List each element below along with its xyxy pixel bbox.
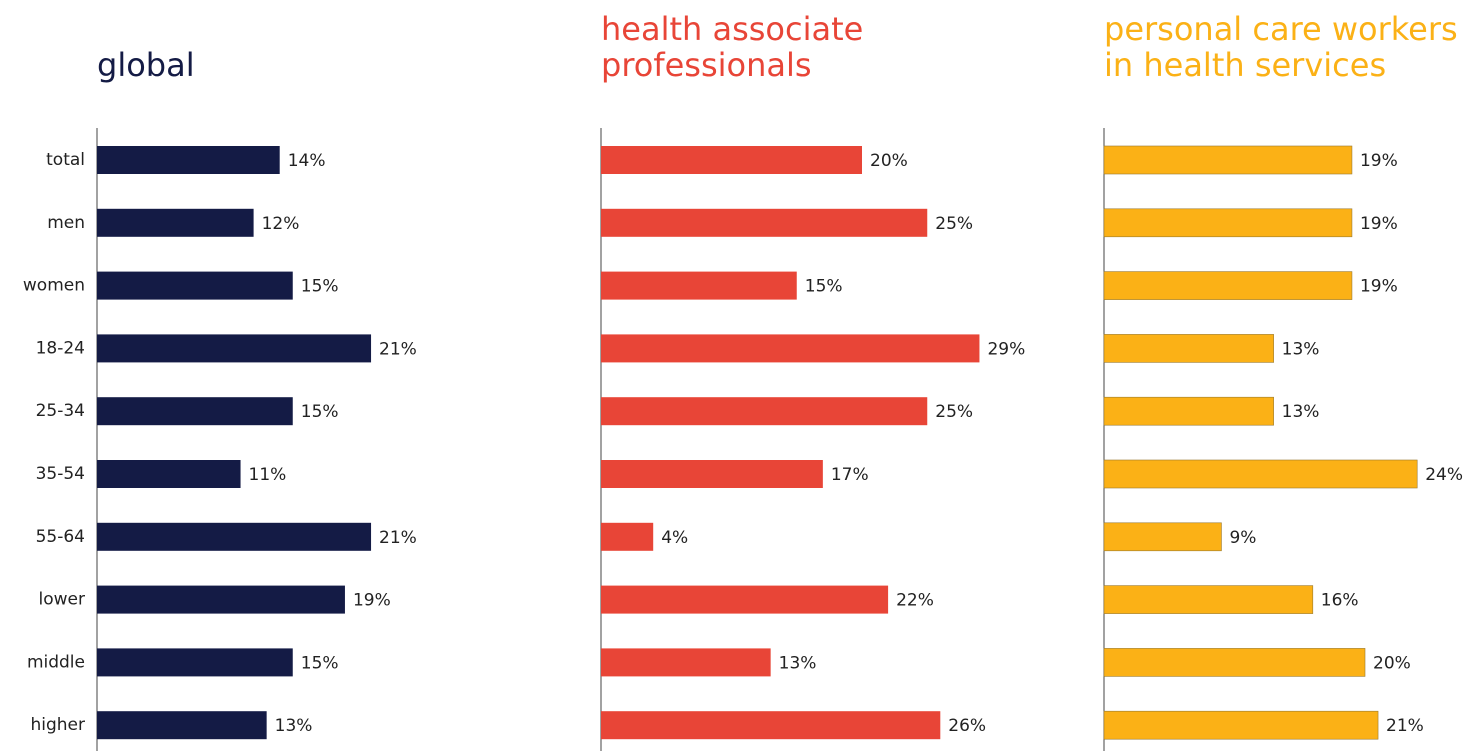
value-label: 25% [935,402,973,422]
value-label: 20% [1373,653,1411,673]
bar [1103,710,1379,740]
bar [601,460,823,488]
value-label: 25% [935,214,973,234]
category-label: higher [30,715,85,735]
bar [1103,459,1418,489]
bar [1103,208,1353,238]
bar [97,648,293,677]
bar [97,146,280,174]
bar [1103,648,1366,677]
category-label: men [47,213,85,233]
bar [1103,334,1274,363]
value-label: 22% [896,591,934,611]
value-label: 24% [1425,465,1463,485]
bar [97,522,372,551]
value-label: 19% [1360,277,1398,297]
chart-title: professionals [601,46,812,84]
value-label: 19% [353,591,391,611]
bar [97,208,254,237]
bar [601,271,797,300]
bar [1103,271,1353,300]
bar [601,522,654,551]
bar [1103,585,1314,614]
value-label: 15% [301,277,339,297]
value-label: 13% [779,653,817,673]
value-label: 9% [1229,528,1256,548]
value-label: 21% [379,528,417,548]
value-label: 26% [948,716,986,736]
category-label: 35-54 [36,464,85,484]
category-label: middle [27,652,85,672]
category-label: total [46,150,85,170]
chart-title: personal care workers [1104,10,1458,48]
category-label: lower [39,590,85,610]
value-label: 17% [831,465,869,485]
bar [97,271,293,300]
bar [97,585,345,614]
bar [601,397,928,426]
bar [601,334,980,363]
chart-title: global [97,46,195,84]
bar [97,460,241,488]
bar [601,146,862,174]
chart-title: in health services [1104,46,1386,84]
bar [97,397,293,426]
value-label: 21% [379,339,417,359]
category-label: women [23,276,85,296]
value-label: 13% [275,716,313,736]
bar [601,711,941,740]
value-label: 15% [301,653,339,673]
value-label: 29% [987,339,1025,359]
value-label: 15% [301,402,339,422]
value-label: 14% [288,151,326,171]
value-label: 13% [1282,402,1320,422]
category-label: 18-24 [36,338,85,358]
bar [601,208,928,237]
value-label: 19% [1360,214,1398,234]
bar [1103,396,1274,426]
value-label: 16% [1321,591,1359,611]
category-label: 25-34 [36,401,85,421]
category-label: 55-64 [36,527,85,547]
value-label: 13% [1282,339,1320,359]
value-label: 19% [1360,151,1398,171]
value-label: 11% [249,465,287,485]
bar [1103,145,1353,175]
chart-title: health associate [601,10,863,48]
bar [97,334,372,363]
value-label: 12% [262,214,300,234]
bar [601,585,889,614]
bar [601,648,771,677]
bar [1103,522,1222,552]
value-label: 21% [1386,716,1424,736]
value-label: 15% [805,277,843,297]
value-label: 4% [661,528,688,548]
value-label: 20% [870,151,908,171]
bar [97,711,267,740]
